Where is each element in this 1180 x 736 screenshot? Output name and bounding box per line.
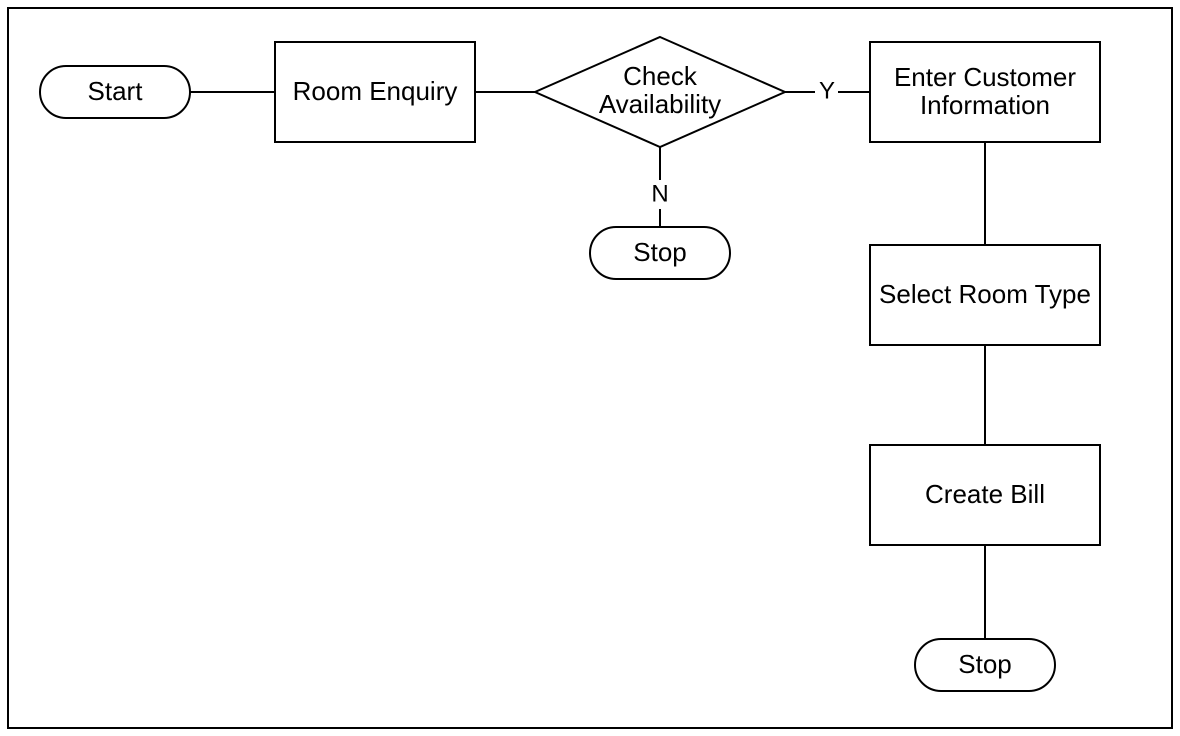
node-enter-label-1: Enter Customer (894, 62, 1076, 92)
node-enter-label-2: Information (920, 90, 1050, 120)
node-start-label: Start (88, 76, 144, 106)
node-bill-label: Create Bill (925, 479, 1045, 509)
node-stop1-label: Stop (633, 237, 687, 267)
node-select-label: Select Room Type (879, 279, 1091, 309)
node-enquiry-label: Room Enquiry (293, 76, 458, 106)
edge-label-no: N (651, 180, 668, 207)
node-check-label-1: Check (623, 61, 698, 91)
node-check-label-2: Availability (599, 89, 721, 119)
node-stop2-label: Stop (958, 649, 1012, 679)
edge-label-yes: Y (819, 77, 835, 104)
